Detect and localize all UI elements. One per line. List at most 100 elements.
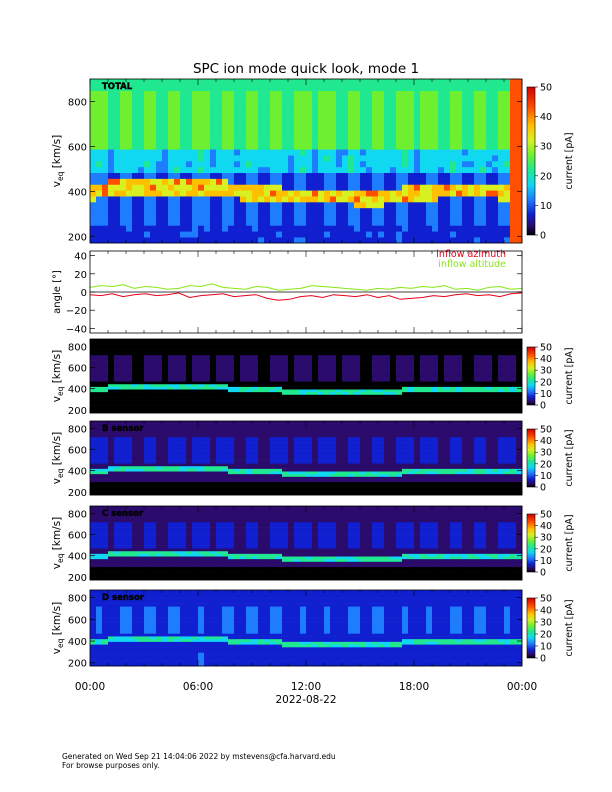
footer: Generated on Wed Sep 21 14:04:06 2022 by… bbox=[62, 752, 336, 770]
y-axis-label: veq [km/s] bbox=[51, 432, 65, 484]
y-axis-label-sub: eq bbox=[56, 468, 65, 478]
colorbar-0 bbox=[526, 86, 536, 236]
y-axis-label-main: v bbox=[51, 181, 63, 187]
y-tick-label: 200 bbox=[68, 406, 87, 417]
y-axis-label: veq [km/s] bbox=[51, 135, 65, 187]
panel-label: D sensor bbox=[102, 593, 145, 603]
series-line-0 bbox=[89, 292, 523, 301]
y-axis-label: angle [°] bbox=[52, 270, 63, 314]
colorbar-tick-label: 30 bbox=[540, 533, 552, 544]
colorbar-4 bbox=[526, 513, 536, 573]
y-axis-label-sub: eq bbox=[56, 638, 65, 648]
y-axis-label-main: v bbox=[51, 563, 63, 569]
y-tick-label: 600 bbox=[68, 531, 87, 542]
y-axis-label: veq [km/s] bbox=[51, 517, 65, 569]
colorbar-tick-label: 40 bbox=[540, 606, 552, 617]
chart-title: SPC ion mode quick look, mode 1 bbox=[193, 61, 419, 77]
colorbar-tick-label: 0 bbox=[540, 483, 546, 494]
colorbar-tick-label: 10 bbox=[540, 556, 552, 567]
colorbar-label: current [pA] bbox=[564, 429, 575, 486]
colorbar-tick-label: 20 bbox=[540, 544, 552, 555]
x-tick-label: 06:00 bbox=[183, 681, 213, 693]
series-line-1 bbox=[89, 283, 523, 291]
y-axis-label-main: v bbox=[51, 396, 63, 402]
y-axis-label-sub: eq bbox=[56, 171, 65, 181]
colorbar-3 bbox=[526, 428, 536, 488]
colorbar-tick-label: 0 bbox=[540, 654, 546, 665]
colorbar-tick-label: 0 bbox=[540, 401, 546, 412]
y-axis-label: veq [km/s] bbox=[51, 350, 65, 402]
footer-generated: Generated on Wed Sep 21 14:04:06 2022 by… bbox=[62, 752, 336, 761]
y-axis-label-main: v bbox=[51, 648, 63, 654]
panel-label: B sensor bbox=[102, 424, 144, 434]
y-tick-label: 0 bbox=[81, 288, 87, 299]
legend-0: inflow azimuth bbox=[436, 249, 506, 260]
y-axis-label: veq [km/s] bbox=[51, 602, 65, 654]
colorbar-tick-label: 50 bbox=[540, 343, 552, 354]
spectrogram-cells bbox=[90, 590, 523, 667]
colorbar-tick-label: 10 bbox=[540, 389, 552, 400]
y-axis-label-unit: [km/s] bbox=[51, 432, 63, 469]
y-tick-label: 600 bbox=[68, 446, 87, 457]
colorbar-5 bbox=[526, 597, 536, 659]
y-tick-label: 40 bbox=[74, 252, 87, 263]
y-tick-label: 200 bbox=[68, 659, 87, 670]
y-tick-label: 600 bbox=[68, 142, 87, 153]
x-tick-label: 12:00 bbox=[291, 681, 321, 693]
colorbar-tick-label: 20 bbox=[540, 630, 552, 641]
colorbar-label: current [pA] bbox=[564, 132, 575, 189]
y-axis-label-sub: eq bbox=[56, 553, 65, 563]
colorbar-tick-label: 20 bbox=[540, 377, 552, 388]
y-tick-label: 400 bbox=[68, 552, 87, 563]
spectrogram-cells bbox=[90, 506, 523, 581]
colorbar-tick-label: 30 bbox=[540, 142, 552, 153]
y-tick-label: 200 bbox=[68, 488, 87, 499]
y-tick-label: 600 bbox=[68, 364, 87, 375]
legend-1: inflow altitude bbox=[438, 259, 506, 270]
panel-label: C sensor bbox=[102, 509, 144, 519]
spectrogram-cells bbox=[90, 421, 523, 496]
colorbar-tick-label: 10 bbox=[540, 642, 552, 653]
y-tick-label: 800 bbox=[68, 97, 87, 108]
y-tick-label: 400 bbox=[68, 467, 87, 478]
x-tick-label: 00:00 bbox=[75, 681, 105, 693]
colorbar-tick-label: 50 bbox=[540, 594, 552, 605]
footer-note: For browse purposes only. bbox=[62, 760, 160, 770]
colorbar-tick-label: 40 bbox=[540, 521, 552, 532]
x-tick-label: 18:00 bbox=[399, 681, 429, 693]
y-axis-label-unit: [km/s] bbox=[51, 350, 63, 387]
y-tick-label: 800 bbox=[68, 509, 87, 520]
colorbar-tick-label: 50 bbox=[540, 510, 552, 521]
y-tick-label: −40 bbox=[66, 324, 87, 335]
colorbar-tick-label: 50 bbox=[540, 83, 552, 94]
y-tick-label: 800 bbox=[68, 594, 87, 605]
y-tick-label: 20 bbox=[74, 270, 87, 281]
colorbar-tick-label: 0 bbox=[540, 231, 546, 242]
panel-0: 0 10 20 30 40 50 current [pA] TOTAL 200 400 600 800… bbox=[51, 78, 575, 244]
y-tick-label: 800 bbox=[68, 424, 87, 435]
colorbar-2 bbox=[526, 346, 536, 406]
panel-label: TOTAL bbox=[102, 82, 133, 92]
y-tick-label: 800 bbox=[68, 342, 87, 353]
y-tick-label: 200 bbox=[68, 232, 87, 243]
y-tick-label: 600 bbox=[68, 615, 87, 626]
x-axis-label: 2022-08-22 bbox=[275, 694, 336, 706]
x-tick-label: 00:00 bbox=[507, 681, 537, 693]
colorbar-tick-label: 40 bbox=[540, 112, 552, 123]
colorbar-tick-label: 30 bbox=[540, 618, 552, 629]
colorbar-label: current [pA] bbox=[564, 347, 575, 404]
y-axis-label-unit: [km/s] bbox=[51, 135, 63, 172]
y-axis-label-unit: [km/s] bbox=[51, 602, 63, 639]
colorbar-tick-label: 10 bbox=[540, 471, 552, 482]
y-tick-label: 400 bbox=[68, 385, 87, 396]
colorbar-tick-label: 10 bbox=[540, 201, 552, 212]
spectrogram-cells bbox=[90, 339, 523, 414]
colorbar-tick-label: 20 bbox=[540, 171, 552, 182]
y-axis-label-unit: [km/s] bbox=[51, 517, 63, 554]
colorbar-tick-label: 40 bbox=[540, 436, 552, 447]
